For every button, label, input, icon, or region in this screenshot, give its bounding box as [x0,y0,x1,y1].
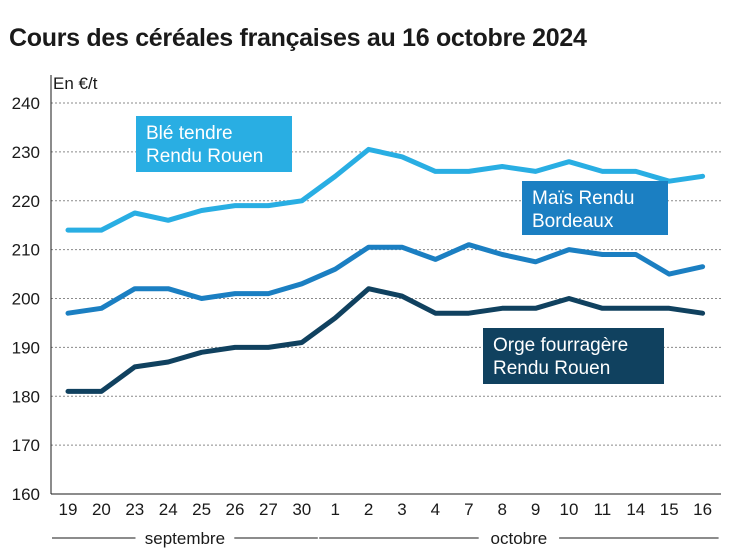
x-tick-label-4: 25 [192,500,211,519]
series-label-box-1 [522,181,668,235]
series-lines [65,146,706,394]
series-label-0-line-0: Blé tendre [146,123,233,144]
x-tick-label-9: 2 [364,500,373,519]
y-tick-label-220: 220 [12,192,40,211]
x-tick-label-17: 14 [626,500,645,519]
x-tick-label-3: 24 [159,500,178,519]
x-tick-label-7: 30 [292,500,311,519]
y-tick-label-200: 200 [12,290,40,309]
series-label-box-2 [483,328,664,384]
x-tick-label-19: 16 [693,500,712,519]
y-tick-label-170: 170 [12,436,40,455]
y-tick-label-210: 210 [12,241,40,260]
group-label-septembre: septembre [145,529,225,548]
x-tick-label-5: 26 [226,500,245,519]
x-tick-label-12: 7 [464,500,473,519]
x-tick-label-10: 3 [397,500,406,519]
x-tick-label-13: 8 [497,500,506,519]
x-tick-label-0: 19 [59,500,78,519]
series-label-box-0 [136,116,292,172]
x-tick-label-18: 15 [660,500,679,519]
series-line-0 [65,146,706,233]
x-tick-label-16: 11 [594,500,612,519]
x-tick-label-1: 20 [92,500,111,519]
y-axis: 160 170 180 190 200 210 220 230 240 En €/t [12,74,98,504]
y-tick-label-180: 180 [12,387,40,406]
y-axis-unit: En €/t [53,74,98,93]
x-tick-label-6: 27 [259,500,278,519]
x-tick-label-2: 23 [125,500,144,519]
y-tick-label-190: 190 [12,338,40,357]
x-axis: 19 20 23 24 25 26 27 30 1 2 3 4 7 8 9 10 11 14 15 16septemb… [51,493,721,548]
series-label-2-line-1: Rendu Rouen [493,358,610,379]
x-tick-label-11: 4 [431,500,440,519]
x-tick-label-14: 9 [531,500,540,519]
x-tick-label-15: 10 [560,500,579,519]
series-line-1 [65,242,706,316]
series-label-2-line-0: Orge fourragère [493,335,628,356]
y-tick-label-160: 160 [12,485,40,504]
group-label-octobre: octobre [491,529,548,548]
chart-title: Cours des céréales françaises au 16 octo… [9,24,587,52]
y-tick-label-230: 230 [12,143,40,162]
series-label-0-line-1: Rendu Rouen [146,146,263,167]
series-label-1-line-1: Bordeaux [532,211,614,232]
series-label-1-line-0: Maïs Rendu [532,188,634,209]
x-tick-label-8: 1 [330,500,339,519]
y-tick-label-240: 240 [12,94,40,113]
series-line-2 [65,286,706,394]
